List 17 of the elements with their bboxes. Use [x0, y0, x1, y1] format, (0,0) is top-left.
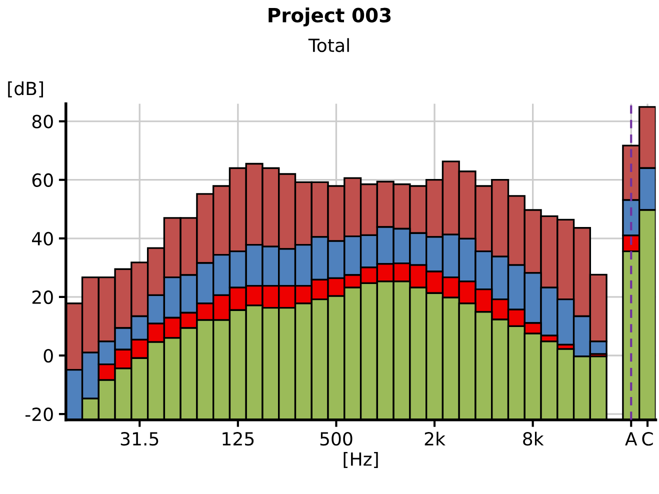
y-tick-label: 60	[32, 173, 53, 187]
chart-title: Project 003	[268, 7, 391, 26]
x-tick-label: A	[625, 432, 638, 446]
y-tick-label: 80	[32, 114, 53, 128]
x-tick-label: 31.5	[120, 432, 158, 446]
x-tick-label: 8k	[523, 432, 544, 446]
x-tick-label: C	[642, 432, 653, 446]
y-tick-label: -20	[25, 408, 53, 422]
x-axis-title: [Hz]	[344, 452, 378, 468]
x-tick-label: 2k	[424, 432, 446, 446]
chart-subtitle: Total	[308, 38, 349, 52]
y-tick-label: 20	[32, 290, 53, 304]
x-tick-label: 500	[320, 432, 352, 446]
y-axis-title: [dB]	[8, 81, 43, 98]
x-tick-label: 125	[222, 432, 254, 446]
y-tick-label: 0	[44, 348, 53, 363]
y-tick-label: 40	[32, 232, 53, 246]
